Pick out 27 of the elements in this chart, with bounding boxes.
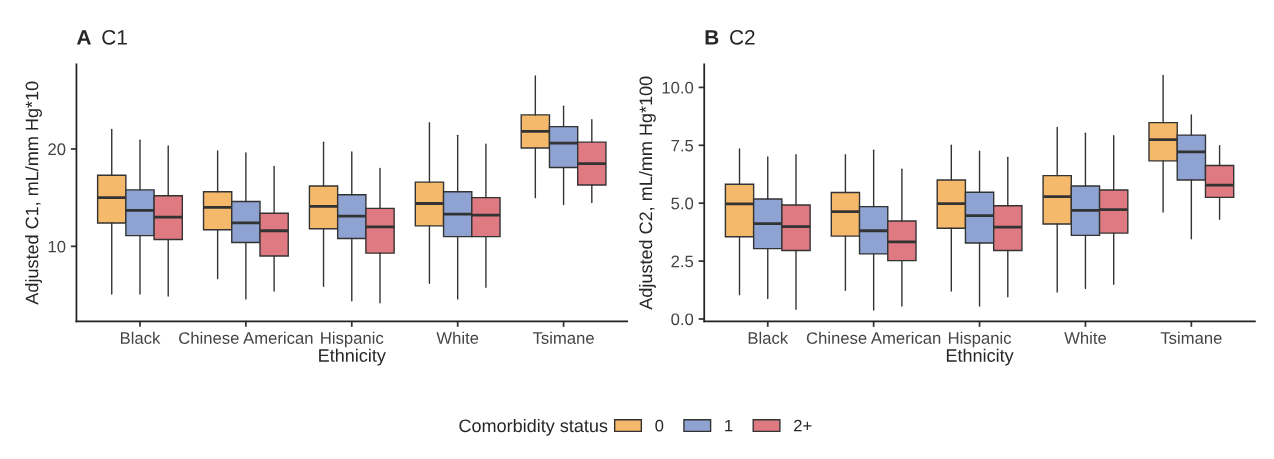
- x-tick-label: Hispanic: [321, 331, 384, 348]
- x-axis-title: Ethnicity: [319, 348, 386, 366]
- y-tick-label: 2.5: [671, 255, 694, 268]
- y-axis-title: Adjusted C2, mL/mm Hg*100: [638, 76, 656, 310]
- x-tick-label: Tsimane: [532, 331, 594, 344]
- legend-label: 0: [655, 419, 664, 432]
- x-tick-label: Chinese American: [179, 331, 313, 344]
- x-tick-label: White: [1064, 331, 1107, 344]
- x-tick-label: Hispanic: [948, 331, 1012, 348]
- x-tick-label: White: [436, 331, 479, 344]
- y-tick-label: 7.5: [671, 139, 694, 152]
- y-tick-label: 0.0: [671, 313, 694, 326]
- x-tick-label: Chinese American: [806, 331, 941, 344]
- chart-title: A C1: [76, 29, 127, 45]
- y-axis-title: Adjusted C1, mL/mm Hg*10: [25, 81, 42, 305]
- x-tick-label: Tsimane: [1160, 331, 1222, 344]
- legend-label: 2+: [794, 419, 812, 432]
- legend-label: 1: [725, 419, 733, 432]
- y-tick-label: 5.0: [671, 197, 694, 210]
- x-axis-title: Ethnicity: [946, 348, 1014, 366]
- y-tick-label: 10.0: [662, 81, 694, 94]
- x-tick-label: Black: [748, 331, 789, 344]
- chart-title: B C2: [705, 29, 755, 45]
- y-tick-label: 10: [48, 240, 66, 253]
- y-tick-label: 20: [48, 143, 66, 156]
- x-tick-label: Black: [120, 331, 161, 344]
- legend-title: Comorbidity status: [459, 418, 608, 436]
